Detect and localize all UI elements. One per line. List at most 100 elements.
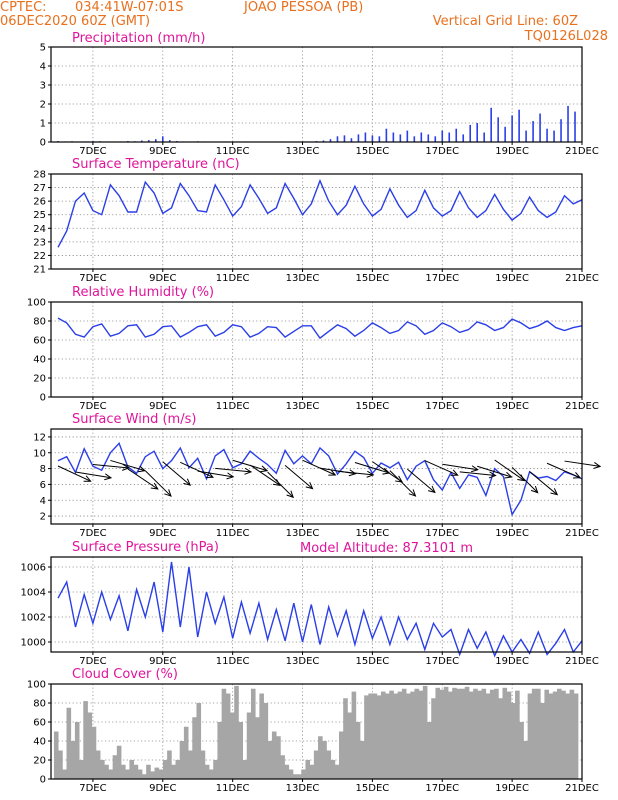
y-tick-label: 0 [40,138,46,149]
cloud-bar [259,693,264,779]
cloud-bar [519,722,524,779]
header-coords: 034:41W-07:01S [75,0,183,15]
x-tick-label: 21DEC [565,273,599,284]
wind-arrow [284,464,314,490]
cloud-bar [125,769,130,779]
y-tick-label: 60 [33,718,46,729]
cloud-bar [158,769,164,779]
cloud-bar [359,741,365,779]
cloud-bar [418,690,424,779]
cloud-bar [401,688,407,779]
x-tick-label: 19DEC [495,656,529,667]
cloud-bar [330,760,336,779]
y-tick-label: 4 [40,62,46,73]
precip-bar [518,109,520,142]
y-tick-label: 60 [33,336,46,347]
cloud-bar [255,717,260,779]
cloud-bar [267,741,273,779]
x-tick-label: 21DEC [565,783,599,794]
cloud-bar [250,688,256,779]
precip-bar [504,126,506,142]
cloud-bar [439,689,445,779]
y-tick-label: 40 [33,355,46,366]
cloud-bar [280,755,285,779]
y-tick-label: 20 [33,756,46,767]
cloud-bar [435,687,441,779]
precip-bar [378,136,381,142]
x-tick-label: 7DEC [79,656,106,667]
x-tick-label: 19DEC [495,273,529,284]
x-tick-label: 15DEC [356,146,390,157]
x-tick-label: 13DEC [286,273,320,284]
precip-bar [413,136,416,142]
cloud-bar [477,690,482,779]
cloud-bar [389,690,394,779]
precip-bar [546,128,548,142]
y-tick-label: 80 [33,699,46,710]
precip-bar [462,134,465,142]
y-tick-label: 24 [33,224,46,235]
x-tick-label: 15DEC [356,783,390,794]
precip-bar [406,130,409,142]
header-date: 06DEC2020 60Z (GMT) [0,14,150,29]
y-tick-label: 1000 [21,638,46,649]
cloud-bar [217,722,223,779]
cloud-bar [364,695,369,779]
cloud-bar [129,760,134,779]
x-tick-label: 17DEC [425,783,459,794]
cloud-bar [536,688,541,779]
y-tick-label: 12 [33,432,46,443]
cloud-bar [108,769,114,779]
x-tick-label: 7DEC [79,273,106,284]
cloud-bar [305,760,311,779]
cloud-bar [276,736,281,779]
cloud-bar [481,688,487,779]
precip-bar [469,124,472,142]
cloud-bar [79,760,84,779]
precip-bar [364,132,367,142]
panel-5: Cloud Cover (%) 0 20 40 60 80 100 7DEC 9DEC 11DEC… [27,667,599,794]
y-tick-label: 22 [33,251,46,262]
precip-bar [476,123,478,142]
cloud-bar [443,686,449,779]
wind-arrow [511,466,539,494]
wind-arrow [337,470,375,478]
x-tick-label: 7DEC [79,146,106,157]
precip-bar [329,139,332,142]
x-tick-label: 13DEC [286,528,320,539]
cloud-bar [167,750,172,779]
precip-bar [574,111,576,142]
precip-bar [350,138,353,142]
cloud-bar [66,707,72,779]
precip-bar [392,132,395,142]
panel-frame [50,173,583,270]
x-tick-label: 11DEC [216,528,250,539]
cloud-bar [200,750,206,779]
precip-bar [155,139,157,142]
panel-frame [50,683,583,780]
cloud-bar [372,693,378,779]
precip-bar [322,140,325,142]
precip-bar [343,135,346,142]
wind-arrow [442,463,479,473]
cloud-bar [515,690,520,779]
x-tick-label: 7DEC [79,401,106,412]
panel-title: Surface Temperature (nC) [72,157,240,172]
cloud-bar [58,750,63,779]
x-tick-label: 7DEC [79,528,106,539]
series-line [57,441,583,517]
x-tick-label: 9DEC [149,656,176,667]
cloud-bar [121,764,126,779]
cloud-bar [141,774,147,779]
y-tick-label: 0 [40,393,46,404]
cloud-bar [234,685,239,779]
cloud-bar [284,764,290,779]
y-tick-label: 8 [40,464,46,475]
panel-title: Cloud Cover (%) [72,667,178,682]
precip-bar [434,136,437,142]
x-tick-label: 17DEC [425,146,459,157]
wind-arrow [232,459,269,473]
y-tick-label: 100 [27,680,46,691]
cloud-bar [422,685,428,779]
cloud-bar [326,750,332,779]
